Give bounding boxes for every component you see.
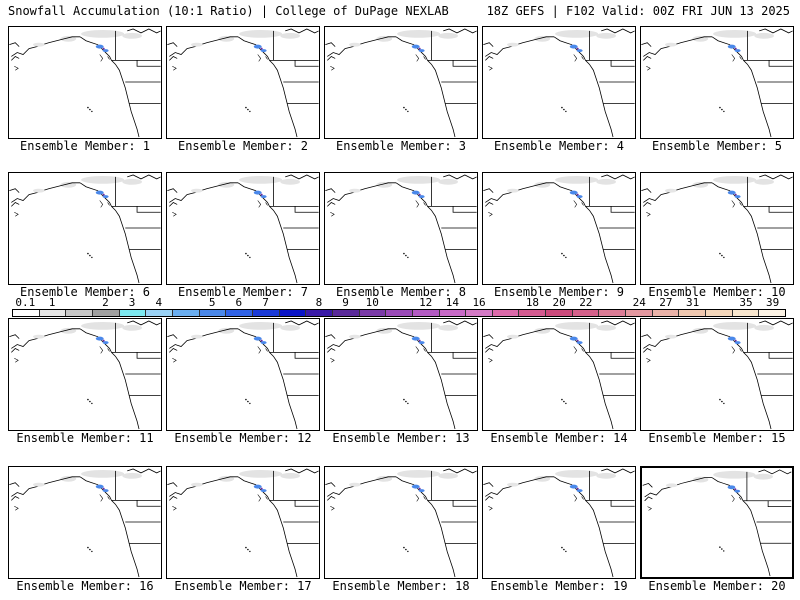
ensemble-member-label: Ensemble Member: 9 [493,285,625,299]
colorbar-tick-label: 10 [365,296,379,309]
ensemble-map-member-19[interactable] [482,466,636,579]
colorbar-tick-label: 12 [419,296,433,309]
colorbar-tick-label: 2 [102,296,109,309]
colorbar-swatch [466,310,493,316]
colorbar: 0.1 1 2 3 4 5 6 7 8 9 10 12 14 16 18 20 22 24 27 31 35 39 [12,296,786,320]
colorbar-swatch [572,310,600,316]
colorbar-tick-label: 39 [766,296,780,309]
ensemble-member-label: Ensemble Member: 3 [335,139,467,153]
ensemble-map-member-7[interactable] [166,172,320,285]
colorbar-swatch [759,310,786,316]
colorbar-swatch [439,310,467,316]
ensemble-member-label: Ensemble Member: 15 [648,431,786,445]
colorbar-swatch [39,310,67,316]
colorbar-swatch [359,310,387,316]
colorbar-swatch [306,310,333,316]
colorbar-swatch [732,310,760,316]
colorbar-swatch [706,310,733,316]
colorbar-swatch [252,310,280,316]
colorbar-swatch [13,310,40,316]
colorbar-tick-label: 9 [342,296,349,309]
ensemble-map-member-18[interactable] [324,466,478,579]
colorbar-swatch [546,310,573,316]
ensemble-member-label: Ensemble Member: 5 [651,139,783,153]
ensemble-map-member-9[interactable] [482,172,636,285]
colorbar-swatch [679,310,707,316]
ensemble-map-member-17[interactable] [166,466,320,579]
ensemble-member-label: Ensemble Member: 13 [332,431,470,445]
colorbar-tick-label: 31 [685,296,700,309]
header-valid-time: 18Z GEFS | F102 Valid: 00Z FRI JUN 13 20… [486,4,790,18]
colorbar-tick-label: 6 [235,296,243,309]
ensemble-map-member-12[interactable] [166,318,320,431]
colorbar-swatch [599,310,627,316]
colorbar-tick-label: 27 [659,296,673,309]
ensemble-member-label: Ensemble Member: 1 [19,139,151,153]
ensemble-map-member-2[interactable] [166,26,320,139]
ensemble-member-label: Ensemble Member: 11 [16,431,154,445]
colorbar-tick-label: 18 [525,296,540,309]
ensemble-map-member-14[interactable] [482,318,636,431]
colorbar-tick-label: 7 [262,296,269,309]
colorbar-swatch [172,310,200,316]
ensemble-member-label: Ensemble Member: 2 [177,139,309,153]
ensemble-map-member-15[interactable] [640,318,794,431]
ensemble-map-member-3[interactable] [324,26,478,139]
header-title: Snowfall Accumulation (10:1 Ratio) | Col… [8,4,449,18]
ensemble-map-member-13[interactable] [324,318,478,431]
ensemble-map-member-6[interactable] [8,172,162,285]
colorbar-swatch [226,310,253,316]
colorbar-tick-label: 35 [739,296,753,309]
colorbar-tick-label: 5 [208,296,216,309]
ensemble-member-label: Ensemble Member: 20 [648,579,786,593]
ensemble-map-member-11[interactable] [8,318,162,431]
ensemble-map-member-16[interactable] [8,466,162,579]
colorbar-tick-label: 20 [552,296,566,309]
colorbar-tick-label: 24 [632,296,646,309]
colorbar-swatch [412,310,440,316]
colorbar-swatch [332,310,360,316]
ensemble-member-label: Ensemble Member: 12 [174,431,312,445]
colorbar-tick-label: 8 [315,296,323,309]
ensemble-member-label: Ensemble Member: 10 [648,285,786,299]
ensemble-map-member-10[interactable] [640,172,794,285]
colorbar-swatch [146,310,173,316]
colorbar-boxes [12,309,786,317]
colorbar-swatch [119,310,147,316]
ensemble-member-label: Ensemble Member: 8 [335,285,467,299]
ensemble-member-label: Ensemble Member: 17 [174,579,312,593]
ensemble-member-label: Ensemble Member: 18 [332,579,470,593]
ensemble-member-label: Ensemble Member: 14 [490,431,628,445]
ensemble-member-label: Ensemble Member: 4 [493,139,625,153]
colorbar-swatch [199,310,227,316]
colorbar-swatch [92,310,120,316]
ensemble-member-label: Ensemble Member: 7 [177,285,309,299]
colorbar-swatch [492,310,520,316]
colorbar-swatch [66,310,93,316]
ensemble-member-label: Ensemble Member: 6 [19,285,151,299]
colorbar-tick-label: 22 [579,296,593,309]
colorbar-tick-label: 3 [128,296,136,309]
colorbar-swatch [626,310,653,316]
colorbar-tick-label: 1 [48,296,56,309]
colorbar-tick-label: 4 [155,296,163,309]
colorbar-swatch [386,310,413,316]
colorbar-tick-label: 16 [472,296,486,309]
colorbar-swatch [652,310,680,316]
ensemble-map-member-8[interactable] [324,172,478,285]
colorbar-tick-label: 14 [445,296,459,309]
ensemble-map-member-20[interactable] [640,466,794,579]
colorbar-swatch [519,310,547,316]
colorbar-swatch [279,310,307,316]
ensemble-member-label: Ensemble Member: 19 [490,579,628,593]
colorbar-tick-label: 0.1 [15,296,36,309]
ensemble-map-member-1[interactable] [8,26,162,139]
ensemble-member-label: Ensemble Member: 16 [16,579,154,593]
ensemble-map-member-5[interactable] [640,26,794,139]
ensemble-map-member-4[interactable] [482,26,636,139]
